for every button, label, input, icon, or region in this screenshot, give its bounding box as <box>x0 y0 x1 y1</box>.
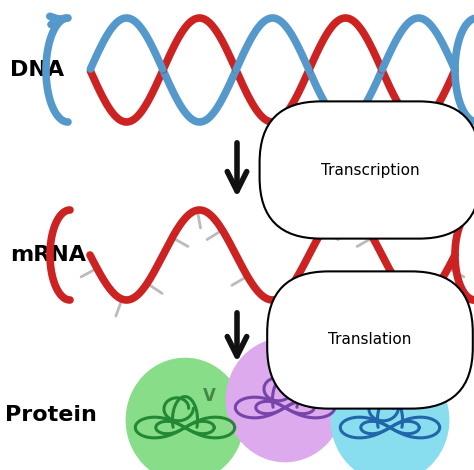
Text: DNA: DNA <box>10 60 64 80</box>
Text: Protein: Protein <box>5 405 97 425</box>
Ellipse shape <box>127 359 243 470</box>
Ellipse shape <box>332 359 448 470</box>
Text: M: M <box>301 367 318 384</box>
Text: Transcription: Transcription <box>321 163 419 178</box>
Ellipse shape <box>227 339 343 461</box>
Text: mRNA: mRNA <box>10 245 86 265</box>
Text: Translation: Translation <box>328 332 412 347</box>
Text: H: H <box>408 387 421 405</box>
Text: V: V <box>203 387 216 405</box>
